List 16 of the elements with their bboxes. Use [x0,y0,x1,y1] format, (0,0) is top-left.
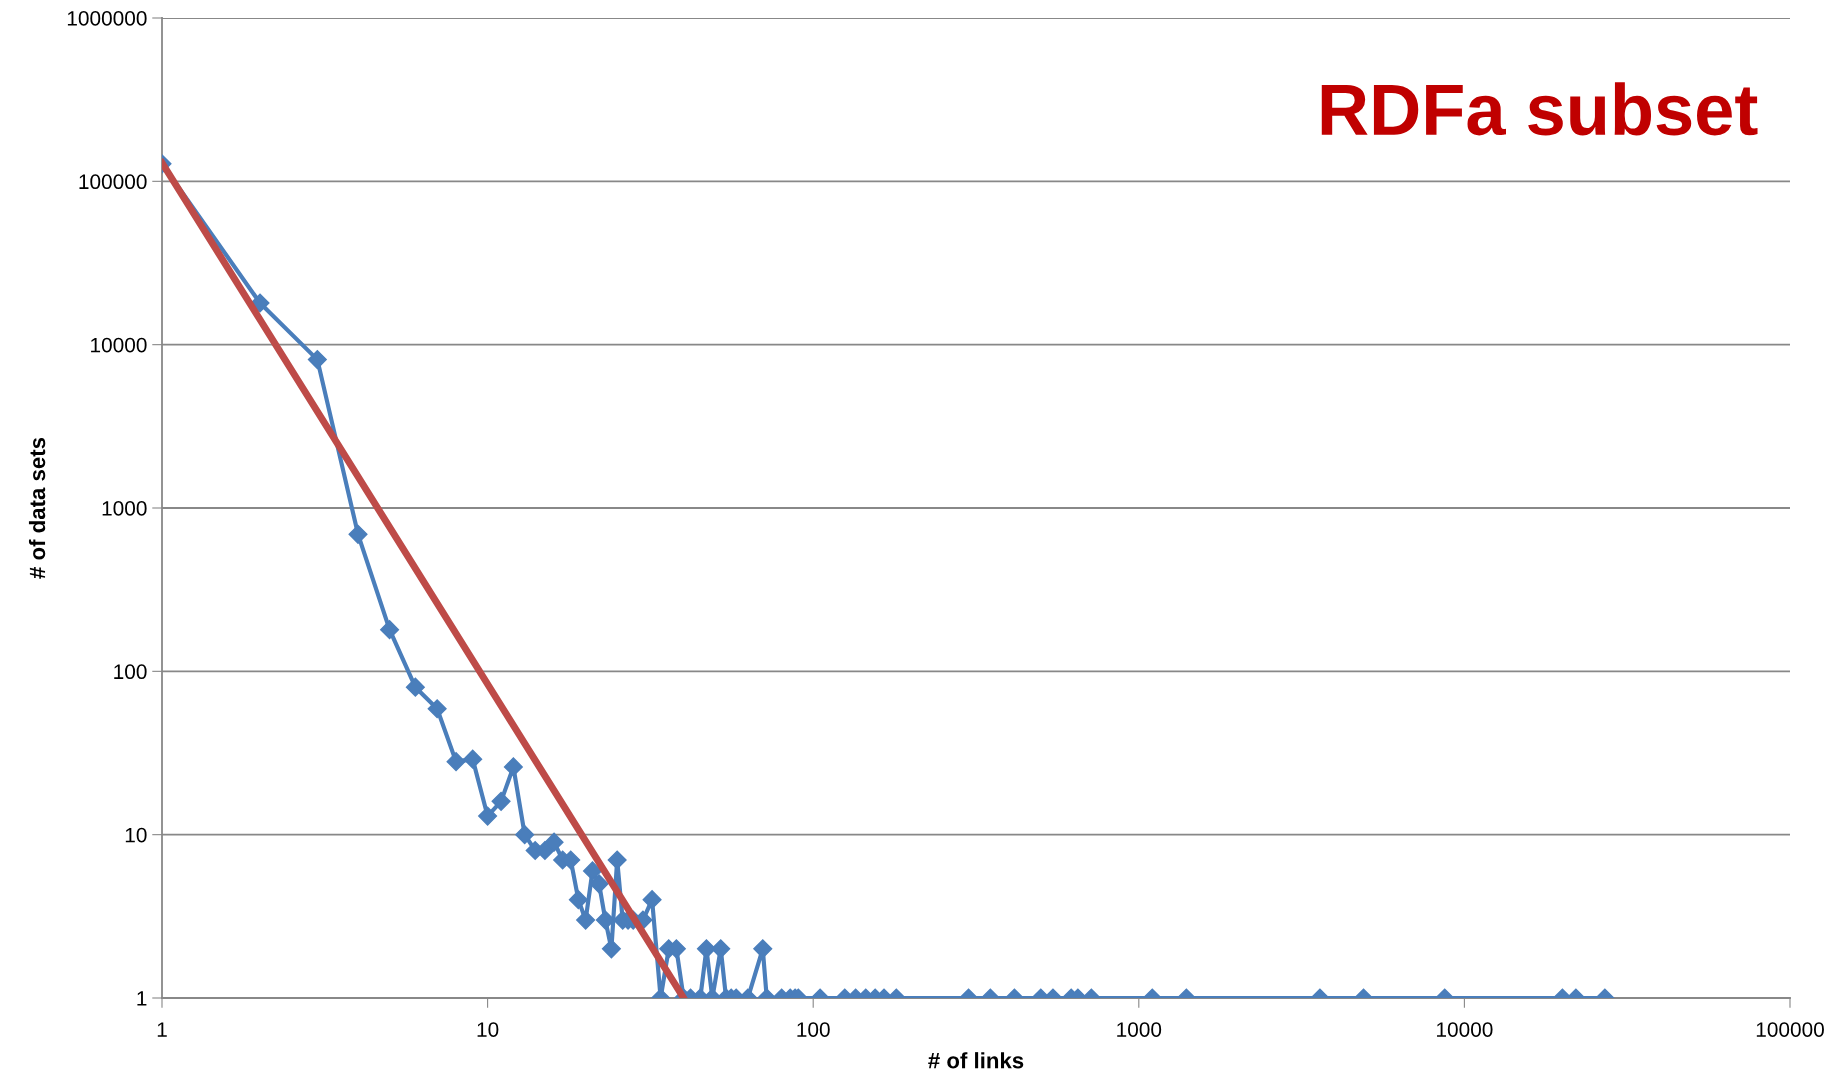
x-tick-label: 1 [157,1022,167,1037]
annotation: RDFa subset [1321,82,1758,136]
x-tick-label: 10000 [1437,1022,1493,1037]
y-tick-label: 10 [125,827,147,843]
y-tick-label: 1 [137,991,147,1006]
y-tick-label: 100000 [79,174,147,190]
x-tick-label: 100 [797,1022,830,1037]
x-tick-label: 100000 [1756,1022,1824,1037]
x-axis-title: # of links [928,1052,1024,1069]
y-tick-label: 1000000 [67,11,147,26]
y-tick-label: 100 [114,664,147,680]
x-tick-label: 1000 [1117,1022,1162,1037]
y-tick-label: 10000 [91,337,147,353]
y-tick-label: 1000 [102,501,147,516]
y-axis-title: # of data sets [28,437,46,579]
x-tick-label: 10 [477,1022,499,1037]
